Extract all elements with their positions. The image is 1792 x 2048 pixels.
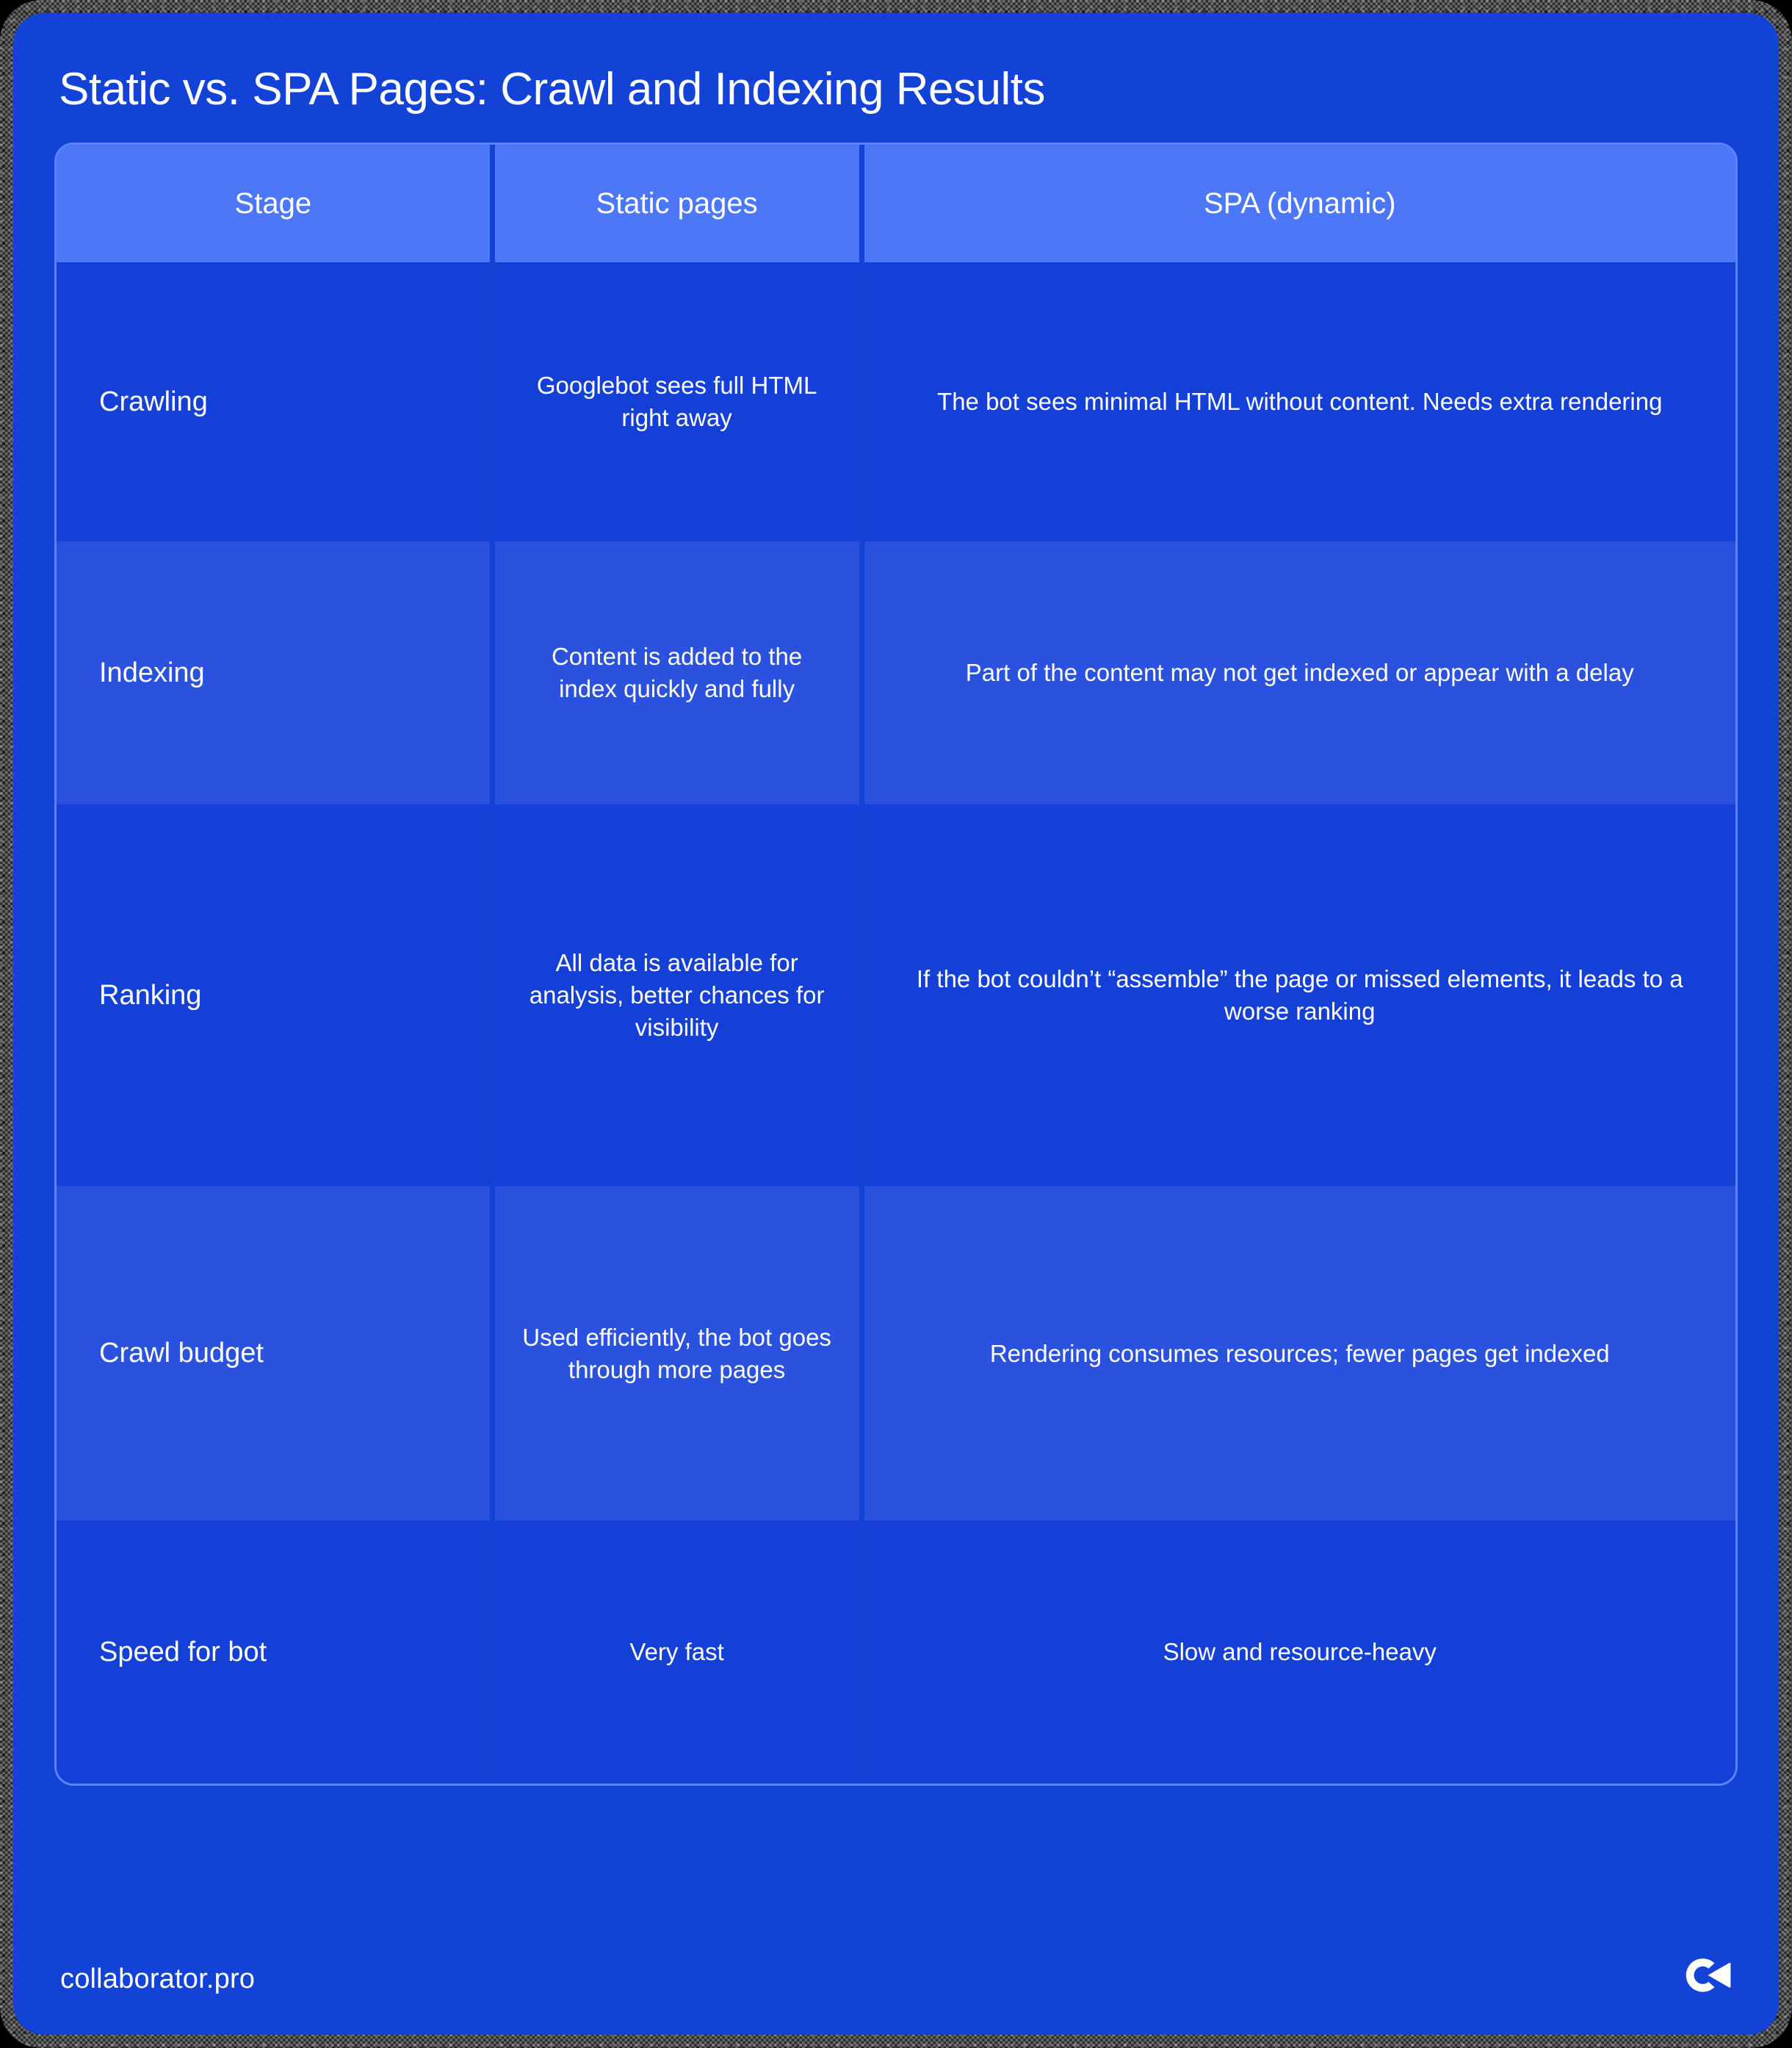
table-row: Indexing Content is added to the index q… <box>57 541 1735 805</box>
cell-stage: Ranking <box>57 804 495 1187</box>
cell-spa-dynamic: The bot sees minimal HTML without conten… <box>864 262 1735 542</box>
page-title: Static vs. SPA Pages: Crawl and Indexing… <box>59 64 1045 115</box>
cell-stage: Crawling <box>57 262 495 542</box>
cell-static-pages: Content is added to the index quickly an… <box>494 541 864 805</box>
cell-static-pages: Googlebot sees full HTML right away <box>494 262 864 542</box>
cell-stage: Crawl budget <box>57 1186 495 1521</box>
table-row: Crawling Googlebot sees full HTML right … <box>57 262 1735 542</box>
cell-spa-dynamic: If the bot couldn’t “assemble” the page … <box>864 804 1735 1187</box>
cell-spa-dynamic: Rendering consumes resources; fewer page… <box>864 1186 1735 1521</box>
cell-static-pages: Used efficiently, the bot goes through m… <box>494 1186 864 1521</box>
brand-name: collaborator.pro <box>60 1963 256 1994</box>
table-row: Ranking All data is available for analys… <box>57 804 1735 1187</box>
footer: collaborator.pro <box>54 1928 1738 2005</box>
cell-stage: Speed for bot <box>57 1521 495 1784</box>
collaborator-logo-icon <box>1683 1957 1732 2001</box>
cell-stage: Indexing <box>57 541 495 805</box>
table-header-row: Stage Static pages SPA (dynamic) <box>57 145 1735 263</box>
column-header-spa-dynamic: SPA (dynamic) <box>864 145 1735 263</box>
column-header-static-pages: Static pages <box>494 145 864 263</box>
column-header-stage: Stage <box>57 145 495 263</box>
cell-static-pages: Very fast <box>494 1521 864 1784</box>
cell-spa-dynamic: Slow and resource-heavy <box>864 1521 1735 1784</box>
cell-static-pages: All data is available for analysis, bett… <box>494 804 864 1187</box>
table-row: Crawl budget Used efficiently, the bot g… <box>57 1186 1735 1521</box>
cell-spa-dynamic: Part of the content may not get indexed … <box>864 541 1735 805</box>
table-row: Speed for bot Very fast Slow and resourc… <box>57 1521 1735 1784</box>
infographic-card: Static vs. SPA Pages: Crawl and Indexing… <box>13 13 1779 2035</box>
comparison-table: Stage Static pages SPA (dynamic) Crawlin… <box>54 143 1738 1786</box>
